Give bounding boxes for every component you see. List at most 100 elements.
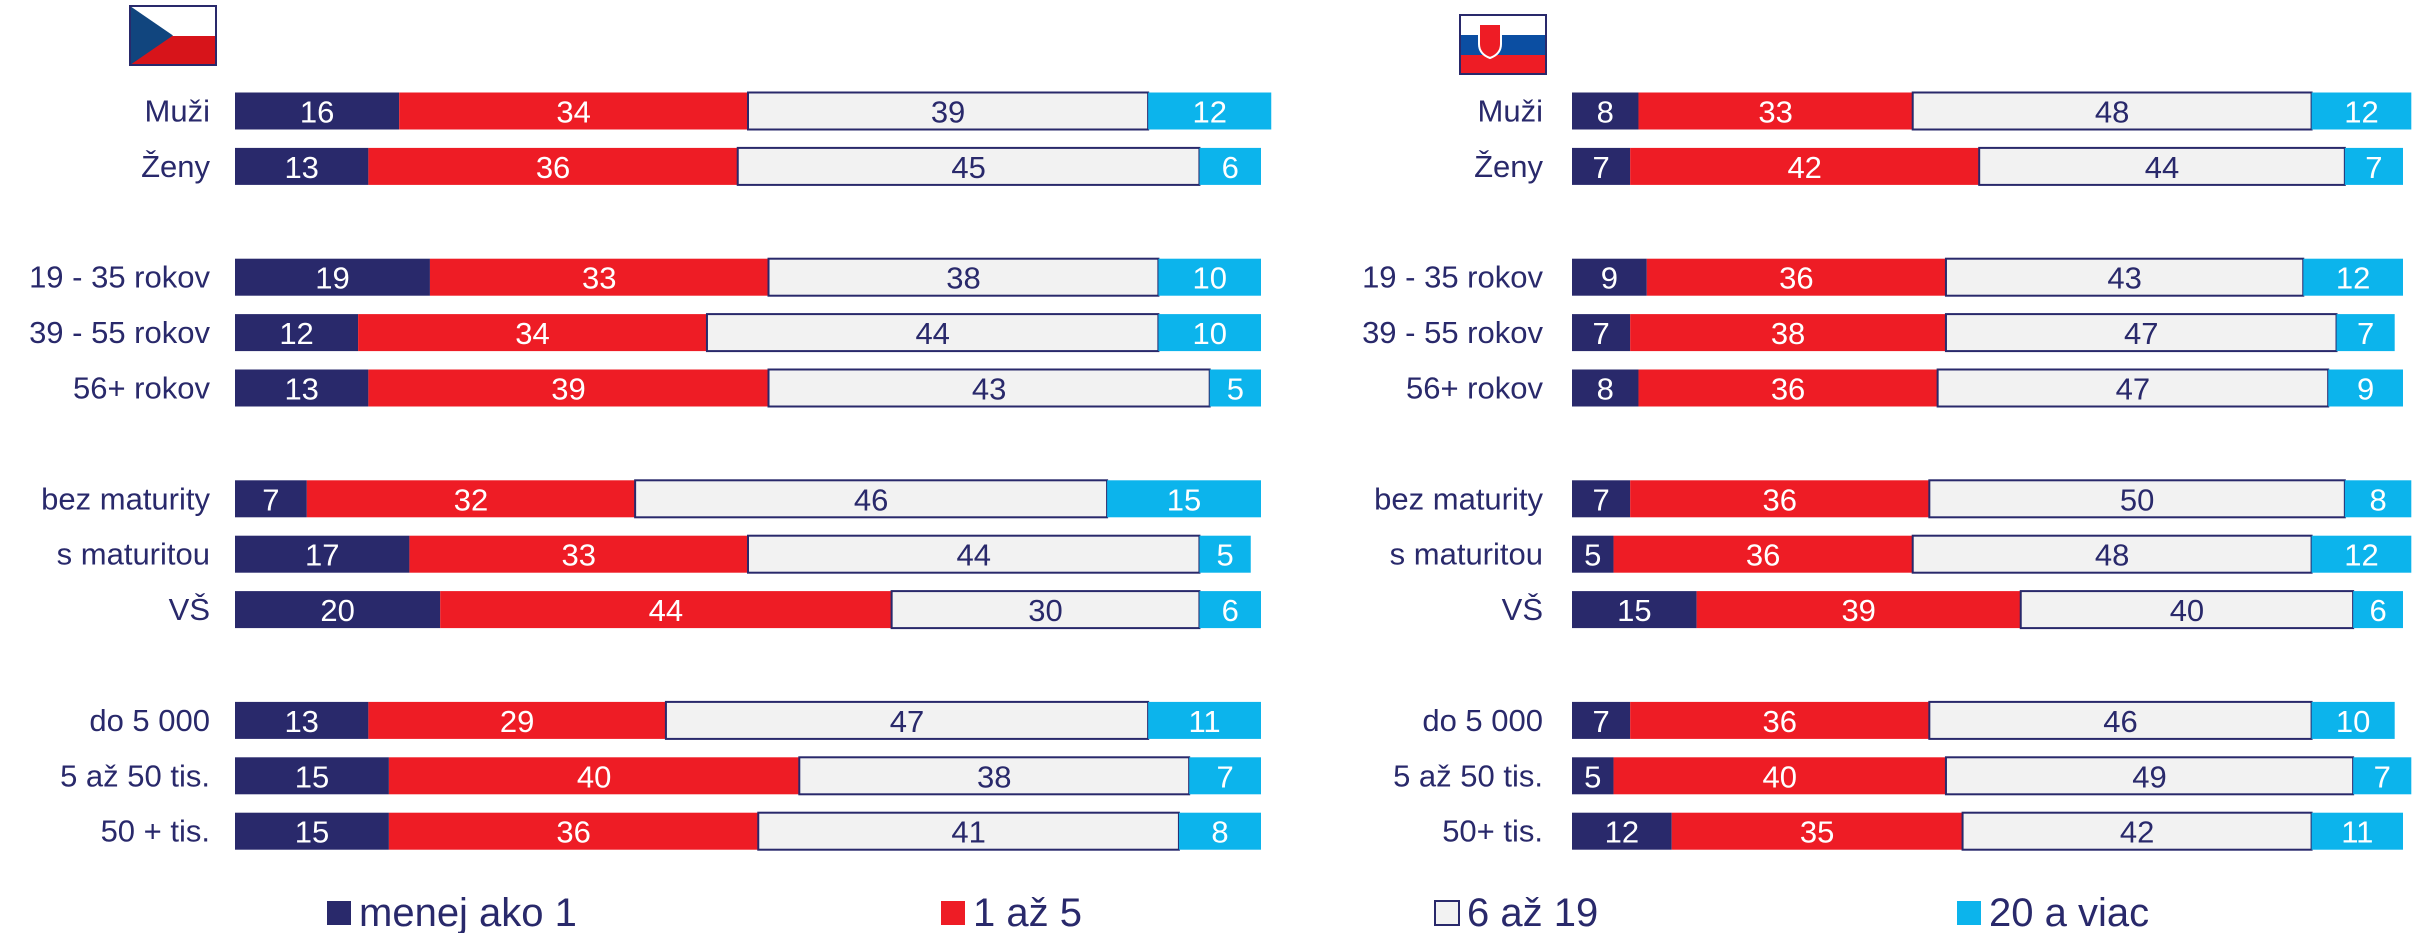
value-label: 35 <box>1800 815 1834 850</box>
value-label: 29 <box>500 704 534 739</box>
value-label: 48 <box>2095 538 2129 573</box>
value-label: 15 <box>295 759 329 794</box>
bar-segment <box>2353 757 2412 795</box>
value-label: 6 <box>1222 150 1239 185</box>
value-label: 5 <box>1227 372 1244 407</box>
category-label: Muži <box>145 94 210 129</box>
bar-segment <box>306 480 636 518</box>
category-label: 56+ rokov <box>73 371 211 406</box>
value-label: 34 <box>556 95 590 130</box>
value-label: 8 <box>1211 815 1228 850</box>
bar-segment <box>440 591 892 629</box>
bar-segment <box>235 591 441 629</box>
bar-segment <box>1572 258 1647 296</box>
value-label: 42 <box>1787 150 1821 185</box>
bar-segment <box>409 535 748 573</box>
value-label: 15 <box>295 815 329 850</box>
bar-segment <box>2019 590 2355 630</box>
value-label: 7 <box>1592 150 1609 185</box>
bar-segment <box>1671 812 1963 850</box>
bar-segment <box>2353 591 2403 629</box>
value-label: 11 <box>1188 704 1220 739</box>
bar-segment <box>235 314 359 352</box>
bar-segment <box>235 147 369 185</box>
category-label: do 5 000 <box>89 703 210 738</box>
value-label: 44 <box>2145 150 2179 185</box>
bar-segment <box>1572 535 1614 573</box>
value-label: 17 <box>305 538 339 573</box>
value-label: 12 <box>279 316 313 351</box>
bar-segment <box>388 757 800 795</box>
value-label: 12 <box>2336 261 2370 296</box>
bar-segment <box>1158 258 1261 296</box>
bar-segment <box>235 757 389 795</box>
value-label: 8 <box>1597 372 1614 407</box>
value-label: 40 <box>1763 759 1797 794</box>
bar-segment <box>890 590 1201 630</box>
bar-segment <box>1613 757 1946 795</box>
bar-segment <box>1189 757 1261 795</box>
bar-segment <box>1572 701 1631 739</box>
legend-label: 1 až 5 <box>973 891 1082 933</box>
legend-swatch <box>327 901 351 925</box>
category-label: 39 - 55 rokov <box>29 315 210 350</box>
value-label: 33 <box>582 261 616 296</box>
bar-segment <box>1572 812 1672 850</box>
value-label: 12 <box>2344 95 2378 130</box>
category-label: 50+ tis. <box>1442 814 1543 849</box>
bar-segment <box>1944 756 2355 796</box>
bar-segment <box>1107 480 1261 518</box>
bar-segment <box>235 701 369 739</box>
value-label: 6 <box>1222 593 1239 628</box>
bar-segment <box>235 535 410 573</box>
value-label: 36 <box>556 815 590 850</box>
value-label: 40 <box>2170 593 2204 628</box>
value-label: 9 <box>2357 372 2374 407</box>
value-label: 13 <box>284 372 318 407</box>
category-label: 19 - 35 rokov <box>29 260 210 295</box>
bar-segment <box>1911 91 2313 131</box>
bar-segment <box>1199 147 1261 185</box>
bar-segment <box>664 700 1150 740</box>
value-label: 38 <box>946 261 980 296</box>
category-label: do 5 000 <box>1422 703 1543 738</box>
value-label: 10 <box>1192 316 1226 351</box>
category-label: VŠ <box>1502 592 1543 627</box>
category-label: bez maturity <box>41 481 210 516</box>
legend-swatch <box>1957 901 1981 925</box>
value-label: 11 <box>2341 815 2373 850</box>
bar-segment <box>1936 368 2330 408</box>
bar-segment <box>2344 480 2412 518</box>
bar-segment <box>368 701 666 739</box>
bar-segment <box>2336 314 2395 352</box>
value-label: 9 <box>1601 261 1618 296</box>
legend-label: 6 až 19 <box>1467 891 1598 933</box>
category-label: VŠ <box>169 592 210 627</box>
value-label: 46 <box>854 482 888 517</box>
bar-segment <box>1630 314 1946 352</box>
bar-segment <box>798 756 1191 796</box>
bar-segment <box>368 147 738 185</box>
value-label: 39 <box>551 372 585 407</box>
value-label: 7 <box>2374 759 2391 794</box>
bar-segment <box>399 92 748 130</box>
bar-segment <box>388 812 759 850</box>
value-label: 36 <box>1746 538 1780 573</box>
category-label: Ženy <box>141 149 210 184</box>
category-label: Muži <box>1478 94 1543 129</box>
flag-sk <box>1459 14 1547 75</box>
value-label: 38 <box>1771 316 1805 351</box>
value-label: 15 <box>1167 482 1201 517</box>
bar-segment <box>1911 534 2313 574</box>
legend-swatch <box>1434 900 1460 926</box>
category-label: 39 - 55 rokov <box>1362 315 1543 350</box>
value-label: 46 <box>2103 704 2137 739</box>
value-label: 7 <box>1592 316 1609 351</box>
category-label: Ženy <box>1474 149 1543 184</box>
bar-segment <box>235 480 307 518</box>
bar-segment <box>1613 535 1913 573</box>
bar-segment <box>1178 812 1261 850</box>
value-label: 13 <box>284 704 318 739</box>
bar-segment <box>1209 369 1261 407</box>
bar-segment <box>1978 146 2346 186</box>
